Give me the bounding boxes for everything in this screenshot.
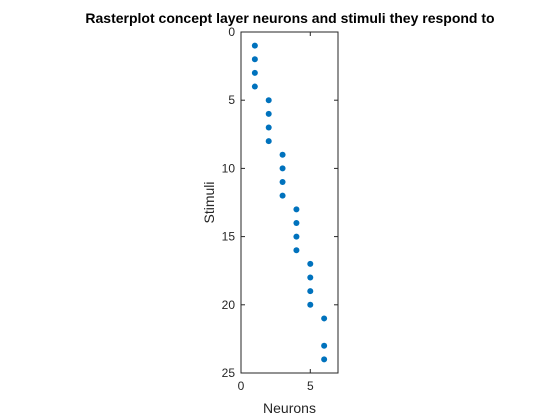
axis-ticks: 0 5 0 5 10 15 20 25: [222, 25, 338, 393]
data-point: [251, 69, 258, 76]
y-axis-label: Stimuli: [201, 181, 217, 223]
data-point: [293, 247, 300, 254]
y-tick-label: 5: [228, 93, 235, 107]
data-point: [307, 260, 314, 267]
data-point: [321, 356, 328, 363]
data-point: [251, 83, 258, 90]
data-point: [251, 42, 258, 49]
data-point: [265, 124, 272, 131]
data-point: [265, 97, 272, 104]
y-tick-label: 15: [222, 230, 236, 244]
data-point: [293, 219, 300, 226]
data-point: [293, 233, 300, 240]
plot-area: [240, 31, 339, 374]
data-point: [279, 179, 286, 186]
data-point: [265, 138, 272, 145]
y-tick-label: 0: [228, 25, 235, 39]
data-point: [321, 342, 328, 349]
data-point: [321, 315, 328, 322]
chart-title: Rasterplot concept layer neurons and sti…: [85, 10, 494, 26]
data-points: [251, 42, 328, 363]
x-axis-label: Neurons: [263, 400, 316, 416]
data-point: [251, 56, 258, 63]
data-point: [307, 288, 314, 295]
data-point: [307, 301, 314, 308]
data-point: [307, 274, 314, 281]
data-point: [293, 206, 300, 213]
data-point: [265, 110, 272, 117]
x-tick-label: 0: [238, 379, 245, 393]
data-point: [279, 165, 286, 172]
x-tick-label: 5: [307, 379, 314, 393]
y-tick-label: 20: [222, 298, 236, 312]
y-tick-label: 25: [222, 366, 236, 380]
data-point: [279, 192, 286, 199]
data-point: [279, 151, 286, 158]
y-tick-label: 10: [222, 161, 236, 175]
